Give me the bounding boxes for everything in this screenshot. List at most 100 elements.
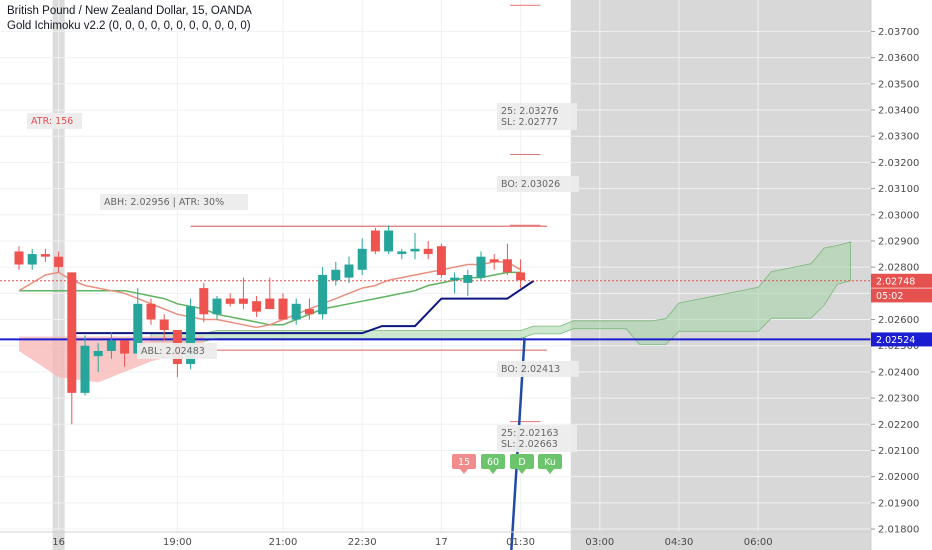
candle-body	[14, 251, 24, 265]
tf-button-label: 15	[458, 457, 470, 468]
tf-button-15	[452, 454, 476, 469]
price-axis-tick-label: 2.03200	[878, 158, 919, 169]
bo-down-label-box	[497, 361, 579, 377]
price-axis-tick-label: 2.02500	[878, 341, 919, 352]
candle-body	[423, 248, 433, 255]
candle-body	[212, 298, 222, 315]
price-axis-tick-label: 2.02200	[878, 420, 919, 431]
time-axis-tick-label: 19:00	[163, 537, 192, 548]
bo-up-label-box	[497, 176, 579, 192]
price-tag-label: 2.02524	[876, 335, 915, 346]
target-down-label: SL: 2.02663	[501, 439, 558, 450]
candle-body	[436, 246, 446, 275]
time-axis-tick-label: 03:00	[585, 537, 614, 548]
candle-body	[252, 301, 262, 312]
target-up-label: 25: 2.03276	[501, 106, 559, 117]
candle-body	[516, 272, 526, 281]
tf-button-pointer	[460, 469, 468, 474]
price-axis-tick-label: 2.01800	[878, 525, 919, 536]
candle-body	[476, 256, 486, 278]
price-tag-label: 2.02748	[876, 276, 915, 287]
tenkan-line	[71, 279, 535, 335]
candle-body	[450, 277, 460, 281]
tf-button-pointer	[489, 469, 497, 474]
abh-label: ABH: 2.02956 | ATR: 30%	[104, 197, 224, 208]
price-tag-label: 05:02	[876, 291, 903, 302]
time-axis-tick-label: 04:30	[665, 537, 694, 548]
target-up-label: SL: 2.02777	[501, 117, 558, 128]
candle-body	[318, 275, 328, 315]
price-tag-bg	[871, 332, 932, 347]
abh-label-box	[100, 194, 248, 210]
price-axis-tick-label: 2.02000	[878, 472, 919, 483]
candle-body	[225, 298, 235, 304]
atr-label-box	[27, 113, 82, 129]
time-axis-tick-label: 01:30	[506, 537, 535, 548]
candle-body	[278, 298, 288, 320]
price-axis-tick-label: 2.02400	[878, 367, 919, 378]
candle-body	[120, 340, 130, 354]
price-axis-tick-label: 2.02600	[878, 315, 919, 326]
tf-button-label: D	[518, 457, 525, 468]
candle-body	[502, 259, 512, 273]
candle-body	[159, 319, 169, 330]
candle-body	[463, 275, 473, 283]
price-axis-tick-label: 2.03100	[878, 184, 919, 195]
candle-body	[304, 309, 314, 315]
atr-label: ATR: 156	[31, 116, 73, 127]
price-axis-tick-label: 2.02300	[878, 394, 919, 405]
tf-button-pointer	[518, 469, 526, 474]
candle-body	[357, 248, 367, 270]
chart-symbol-title: British Pound / New Zealand Dollar, 15, …	[7, 5, 252, 17]
candle-body	[199, 288, 209, 315]
bo-up-label: BO: 2.03026	[501, 179, 560, 190]
candle-body	[384, 230, 394, 252]
price-tag-bg	[871, 288, 932, 303]
indicator-title: Gold Ichimoku v2.2 (0, 0, 0, 0, 0, 0, 0,…	[7, 20, 251, 32]
candle-body	[331, 269, 341, 281]
target-down-label: 25: 2.02163	[501, 428, 559, 439]
candle-body	[40, 254, 50, 257]
candle-body	[146, 303, 156, 320]
candle-body	[238, 298, 248, 304]
candle-body	[93, 350, 103, 357]
target-down-label-box	[497, 425, 577, 452]
tf-button-60	[481, 454, 505, 469]
abl-label-box	[137, 343, 217, 359]
candle-body	[265, 298, 275, 310]
candle-body	[54, 256, 64, 268]
ichimoku-cloud-green	[150, 241, 851, 345]
tf-button-Ku	[538, 454, 562, 469]
tf-button-pointer	[546, 469, 554, 474]
tf-button-label: Ku	[544, 457, 556, 468]
price-axis-tick-label: 2.03700	[878, 27, 919, 38]
price-axis-tick-label: 2.03600	[878, 53, 919, 64]
candle-body	[106, 340, 116, 351]
price-axis-tick-label: 2.02900	[878, 236, 919, 247]
candle-body	[410, 248, 420, 252]
abl-label: ABL: 2.02483	[141, 346, 205, 357]
time-axis-tick-label: 17	[435, 537, 448, 548]
candle-body	[344, 264, 354, 278]
candle-body	[489, 259, 499, 262]
candle-body	[67, 272, 77, 393]
tf-button-D	[510, 454, 534, 469]
price-axis-tick-label: 2.03300	[878, 132, 919, 143]
candle-body	[397, 251, 407, 255]
price-axis-tick-label: 2.02800	[878, 263, 919, 274]
price-tag-bg	[871, 273, 932, 288]
price-axis-tick-label: 2.02100	[878, 446, 919, 457]
candle-body	[133, 303, 143, 354]
price-axis-tick-label: 2.03500	[878, 79, 919, 90]
time-axis-tick-label: 06:00	[744, 537, 773, 548]
time-axis-tick-label: 22:30	[348, 537, 377, 548]
target-up-label-box	[497, 103, 577, 130]
price-axis-tick-label: 2.03400	[878, 106, 919, 117]
price-axis-tick-label: 2.03000	[878, 210, 919, 221]
candle-body	[370, 230, 380, 252]
bo-down-label: BO: 2.02413	[501, 364, 560, 375]
price-axis-tick-label: 2.01900	[878, 498, 919, 509]
time-axis-tick-label: 16	[52, 537, 65, 548]
time-axis-tick-label: 21:00	[269, 537, 298, 548]
